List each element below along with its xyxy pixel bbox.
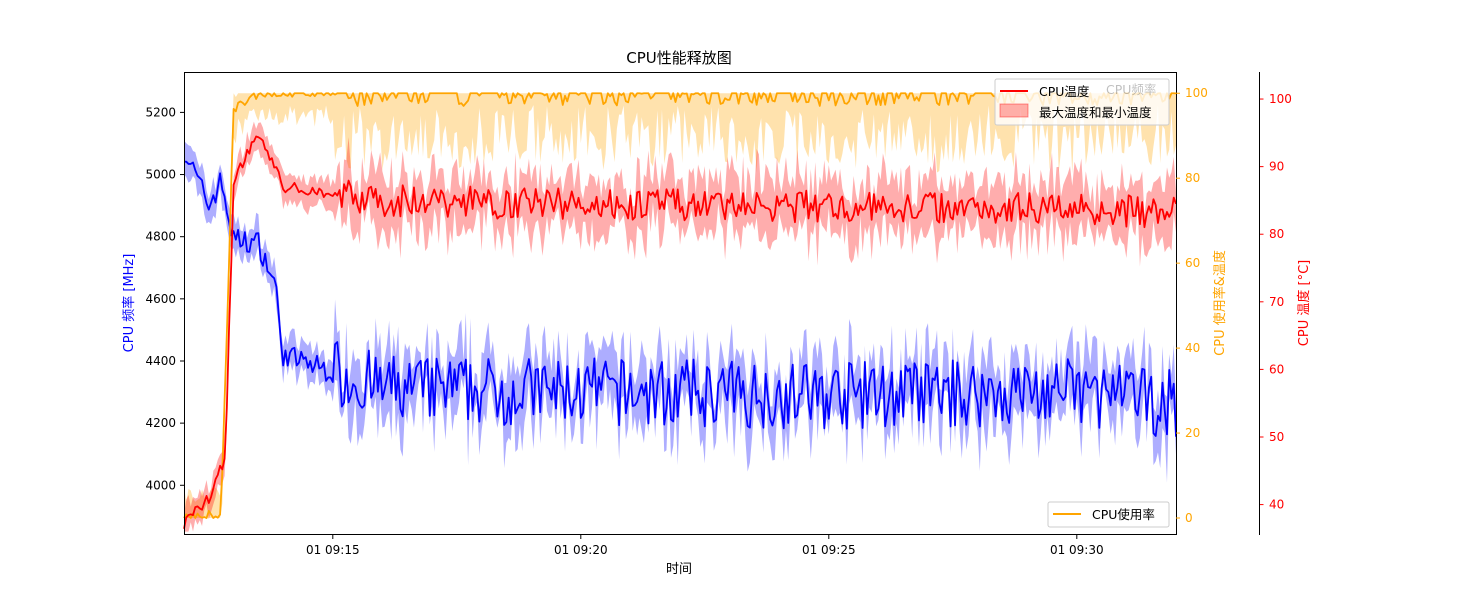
- series-line-cpu-frequency: [183, 160, 1177, 437]
- frequency-axis-label: CPU 频率 [MHz]: [121, 254, 137, 353]
- legend-label-cpu-usage: CPU使用率: [1092, 507, 1155, 522]
- legend-label-cpu-temp: CPU温度: [1039, 84, 1090, 99]
- usage-tick-label: 40: [1185, 341, 1200, 355]
- temp-tick-label: 90: [1269, 160, 1284, 174]
- freq-tick-label: 4000: [145, 478, 176, 492]
- x-axis-label: 时间: [666, 562, 692, 577]
- freq-tick-label: 4400: [145, 354, 176, 368]
- legend-label-temp-range: 最大温度和最小温度: [1039, 105, 1152, 120]
- legend-bottom-box: [1047, 501, 1170, 528]
- x-tick-label: 01 09:25: [802, 543, 856, 557]
- range-band-cpu-usage: [184, 93, 1176, 519]
- temp-tick-label: 50: [1269, 430, 1284, 444]
- usage-tick-label: 0: [1185, 511, 1193, 525]
- legend-swatch-temp-range: [999, 103, 1029, 118]
- temp-tick-label: 70: [1269, 295, 1284, 309]
- temp-tick-label: 80: [1269, 227, 1284, 241]
- usage-tick-label: 80: [1185, 171, 1200, 185]
- temperature-axis-label: CPU 温度 [°C]: [1296, 260, 1312, 346]
- x-tick-label: 01 09:30: [1050, 543, 1104, 557]
- plot-frame: [184, 72, 1177, 535]
- legend-label-cpu-freq: CPU频率: [1106, 82, 1156, 97]
- legend-bottom: CPU使用率: [1047, 501, 1170, 528]
- usage-axis-label: CPU 使用率&温度: [1212, 250, 1228, 356]
- freq-tick-label: 4600: [145, 292, 176, 306]
- range-band-cpu-frequency: [184, 140, 1176, 483]
- x-tick-label: 01 09:15: [306, 543, 360, 557]
- temp-tick-label: 40: [1269, 498, 1284, 512]
- line-layer: [183, 92, 1177, 529]
- x-ticks: 01 09:15 01 09:20 01 09:25 01 09:30: [306, 535, 1104, 557]
- temperature-axis-ticks: 40 50 60 70 80 90 100: [1259, 92, 1292, 512]
- freq-tick-label: 4200: [145, 416, 176, 430]
- series-line-cpu-usage: [183, 92, 1177, 519]
- temp-tick-label: 60: [1269, 362, 1284, 376]
- usage-tick-label: 20: [1185, 426, 1200, 440]
- legend-top-box: [994, 78, 1170, 126]
- usage-tick-label: 60: [1185, 256, 1200, 270]
- legend-top: CPU温度 最大温度和最小温度 CPU频率: [994, 78, 1170, 126]
- usage-tick-label: 100: [1185, 86, 1208, 100]
- range-band-cpu-temperature: [184, 121, 1176, 532]
- freq-tick-label: 4800: [145, 230, 176, 244]
- series-line-cpu-temperature: [183, 135, 1177, 529]
- freq-tick-label: 5200: [145, 105, 176, 119]
- x-tick-label: 01 09:20: [554, 543, 608, 557]
- temp-tick-label: 100: [1269, 92, 1292, 106]
- frequency-axis-ticks: 4000 4200 4400 4600 4800 5000 5200: [145, 105, 184, 492]
- freq-tick-label: 5000: [145, 168, 176, 182]
- fill-layer: [184, 93, 1176, 532]
- chart-title: CPU性能释放图: [626, 49, 732, 67]
- usage-axis-ticks: 0 20 40 60 80 100: [1176, 86, 1208, 525]
